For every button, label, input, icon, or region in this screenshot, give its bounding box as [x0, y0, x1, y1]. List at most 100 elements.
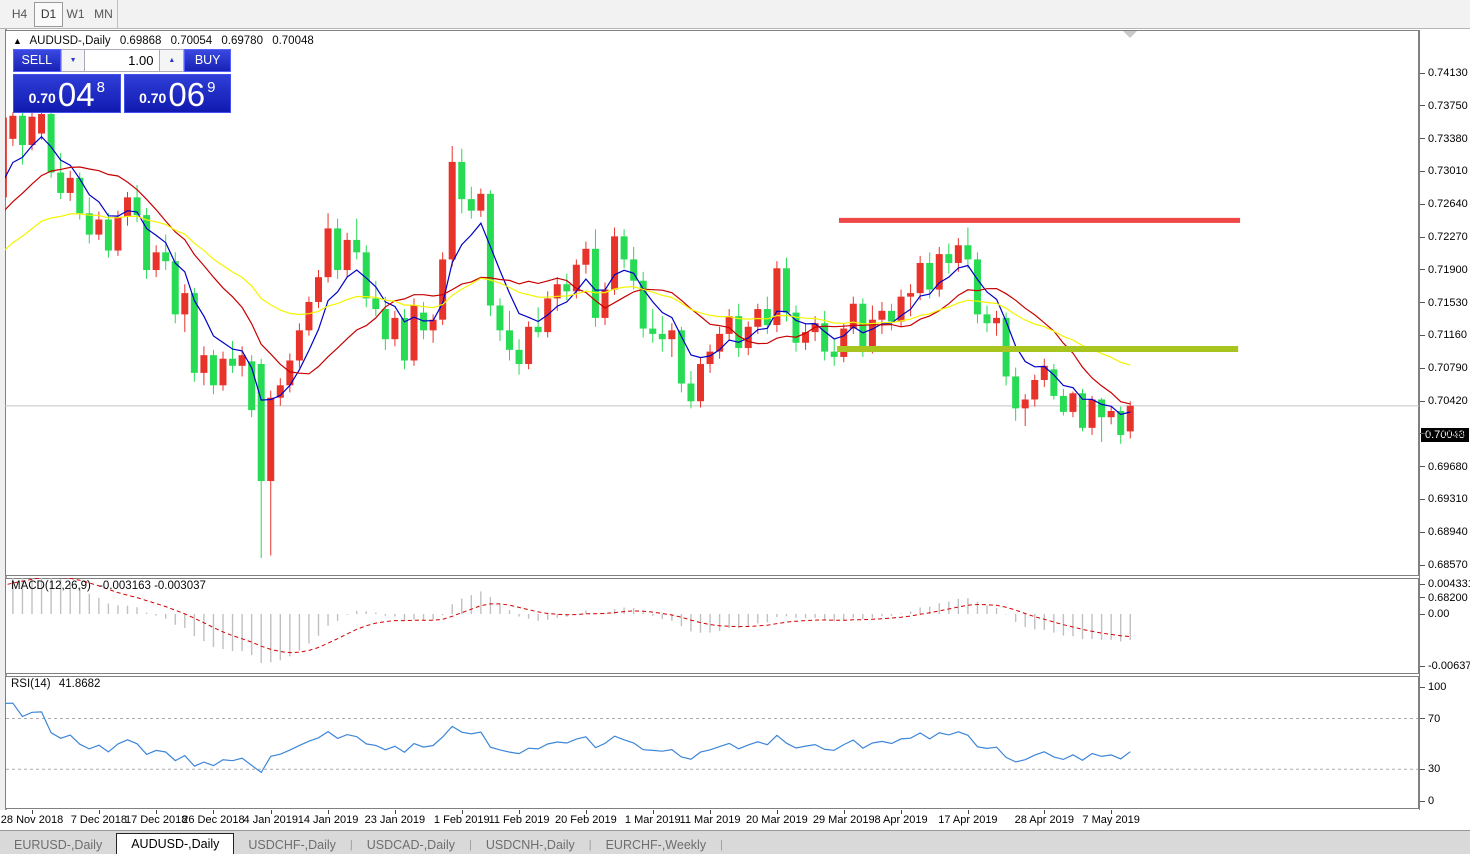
candle-body: [611, 236, 619, 290]
candle-body: [267, 397, 275, 482]
candle-body: [238, 355, 246, 366]
candle-body: [486, 193, 494, 306]
price-tick-label-dash: [1420, 302, 1425, 304]
scroll-to-end-marker[interactable]: [1123, 31, 1137, 38]
chart-tab-usdchf-daily[interactable]: USDCHF-,Daily: [248, 838, 336, 852]
quote-high: 0.70054: [170, 35, 213, 47]
candle-body: [381, 309, 389, 340]
candle-body: [907, 293, 915, 297]
rsi-tick-label: 0: [1428, 795, 1435, 807]
volume-increase-button[interactable]: ▲: [159, 49, 185, 72]
candle-body: [954, 245, 962, 263]
candle-body: [219, 358, 227, 386]
price-tick-label: 0.68940: [1428, 526, 1468, 539]
time-axis[interactable]: 28 Nov 2018 7 Dec 2018 17 Dec 2018 26 Dec 2…: [1, 810, 1419, 829]
quote-low: 0.69780: [221, 35, 263, 47]
candle-body: [897, 296, 905, 322]
sell-price-prefix: 0.70: [28, 90, 56, 106]
chart-title: ▲ AUDUSD-,Daily 0.69868 0.70054 0.69780 …: [13, 35, 314, 47]
macd-plot[interactable]: [5, 578, 1419, 674]
candle-body: [114, 216, 122, 251]
candle-body: [706, 351, 714, 365]
chart-tab-eurchf-weekly[interactable]: EURCHF-,Weekly: [605, 838, 707, 852]
time-tick: [843, 810, 845, 814]
chart-tab-usdcad-daily[interactable]: USDCAD-,Daily: [366, 838, 455, 852]
chart-tab-usdcnh-daily[interactable]: USDCNH-,Daily: [485, 838, 575, 852]
chart-tab-audusd-daily[interactable]: AUDUSD-,Daily: [116, 833, 235, 854]
symbol-collapse-icon[interactable]: ▲: [13, 36, 22, 46]
buy-button[interactable]: BUY: [184, 49, 232, 72]
rsi-header: RSI(14) 41.8682: [11, 678, 100, 690]
rsi-plot[interactable]: [5, 676, 1419, 809]
candle-body: [248, 361, 256, 411]
candle-body: [1098, 399, 1106, 418]
timeframe-tab-w1[interactable]: W1: [66, 7, 85, 21]
candle-body: [697, 364, 704, 402]
candle-body: [1069, 393, 1077, 412]
price-tick-label-dash: [1420, 138, 1425, 140]
candle-body: [124, 197, 131, 217]
candle-body: [782, 268, 790, 313]
price-tick-label-dash: [1420, 236, 1425, 238]
candle-body: [868, 319, 876, 349]
price-tick-label: 0.70420: [1428, 395, 1468, 407]
sell-button[interactable]: SELL: [13, 49, 61, 72]
time-tick-label: 20 Feb 2019: [555, 814, 617, 826]
time-tick-label: 11 Feb 2019: [488, 814, 550, 826]
candle-body: [840, 328, 848, 357]
timeframe-tab-d1[interactable]: D1: [34, 2, 63, 27]
candle-body: [18, 115, 26, 146]
time-tick: [98, 810, 100, 814]
sell-price-main: 04: [57, 76, 95, 113]
candle-body: [400, 317, 408, 361]
candle-body: [315, 277, 322, 302]
price-tick-label-dash: [1420, 105, 1425, 107]
timeframe-tab-h4[interactable]: H4: [11, 7, 28, 21]
candle-body: [926, 262, 934, 290]
price-tick-label-dash: [1420, 564, 1425, 566]
macd-values: -0.003163 -0.003037: [99, 580, 206, 592]
candle-body: [28, 116, 36, 146]
time-tick: [967, 810, 969, 814]
time-tick: [652, 810, 654, 814]
candle-body: [792, 312, 800, 343]
candle-body: [391, 317, 399, 340]
buy-price-main: 06: [168, 76, 206, 113]
price-tick-label: 0.74130: [1428, 67, 1468, 79]
price-chart-plot[interactable]: [5, 30, 1419, 576]
buy-price-panel[interactable]: 0.70 06 9: [123, 74, 231, 113]
candle-body: [181, 293, 189, 315]
price-tick-label-dash: [1420, 367, 1425, 369]
time-tick: [1044, 810, 1046, 814]
sell-price-panel[interactable]: 0.70 04 8: [13, 74, 121, 113]
quote-open: 0.69868: [119, 35, 162, 47]
volume-decrease-button[interactable]: ▼: [60, 49, 86, 72]
chart-tab-eurusd-daily[interactable]: EURUSD-,Daily: [14, 838, 103, 852]
candle-body: [630, 259, 638, 281]
candle-body: [859, 303, 867, 349]
rsi-tick-label-dash: [1420, 800, 1425, 802]
candle-body: [916, 262, 924, 294]
macd-tick-label-dash: [1420, 665, 1425, 667]
time-tick: [394, 810, 396, 814]
time-tick-label: 29 Mar 2019: [812, 814, 875, 826]
candle-body: [295, 330, 303, 361]
time-tick-label: 7 May 2019: [1082, 814, 1140, 826]
candle-body: [1012, 376, 1020, 409]
candle-body: [372, 298, 380, 310]
candle-body: [677, 330, 685, 384]
timeframe-tab-mn[interactable]: MN: [94, 7, 113, 21]
time-tick-label: 28 Apr 2019: [1014, 814, 1074, 826]
chart-symbol-label: AUDUSD-,Daily: [29, 35, 111, 47]
macd-header: MACD(12,26,9) -0.003163 -0.003037: [11, 580, 206, 592]
candle-body: [305, 301, 313, 331]
volume-input[interactable]: [85, 49, 160, 72]
candle-body: [964, 245, 972, 260]
price-tick-label-dash: [1420, 400, 1425, 402]
candle-body: [830, 351, 838, 357]
candle-body: [1079, 393, 1086, 428]
price-axis[interactable]: 0.70048 0.74130 0.73750 0.73380 0.73010 0.72…: [1419, 30, 1470, 810]
candle-body: [171, 261, 179, 315]
price-tick-label-dash: [1420, 269, 1425, 271]
